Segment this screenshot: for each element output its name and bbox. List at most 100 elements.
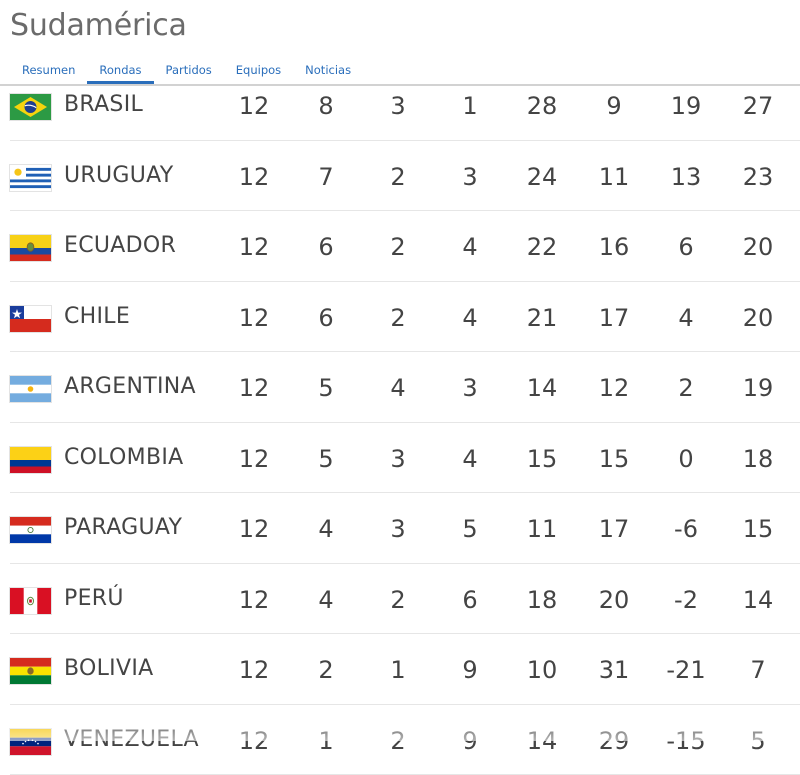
played-cell: 12: [224, 515, 284, 543]
losses-cell: 1: [440, 92, 500, 120]
table-row[interactable]: BOLIVIA 12 2 1 9 10 31 -21 7: [10, 634, 800, 705]
losses-cell: 4: [440, 304, 500, 332]
points-cell: 18: [728, 445, 788, 473]
wins-cell: 5: [296, 445, 356, 473]
table-row[interactable]: VENEZUELA 12 1 2 9 14 29 -15 5: [10, 705, 800, 775]
wins-cell: 7: [296, 163, 356, 191]
team-name: PARAGUAY: [64, 515, 182, 540]
points-cell: 14: [728, 586, 788, 614]
goals-against-cell: 17: [584, 304, 644, 332]
team-name: ARGENTINA: [64, 374, 196, 399]
header-divider: [0, 84, 800, 86]
points-cell: 19: [728, 374, 788, 402]
bolivia-flag-icon: [10, 658, 51, 684]
wins-cell: 2: [296, 656, 356, 684]
goal-difference-cell: 4: [656, 304, 716, 332]
goals-against-cell: 31: [584, 656, 644, 684]
tab-noticias[interactable]: Noticias: [293, 62, 363, 84]
points-cell: 23: [728, 163, 788, 191]
goals-for-cell: 14: [512, 374, 572, 402]
losses-cell: 3: [440, 163, 500, 191]
goals-against-cell: 9: [584, 92, 644, 120]
losses-cell: 9: [440, 656, 500, 684]
points-cell: 15: [728, 515, 788, 543]
played-cell: 12: [224, 374, 284, 402]
tab-partidos[interactable]: Partidos: [154, 62, 224, 84]
tab-rondas[interactable]: Rondas: [87, 62, 153, 84]
played-cell: 12: [224, 656, 284, 684]
goals-against-cell: 15: [584, 445, 644, 473]
brazil-flag-icon: [10, 94, 51, 120]
goals-for-cell: 28: [512, 92, 572, 120]
tab-resumen[interactable]: Resumen: [10, 62, 87, 84]
points-cell: 20: [728, 304, 788, 332]
page-header: Sudamérica Resumen Rondas Partidos Equip…: [0, 0, 800, 88]
played-cell: 12: [224, 586, 284, 614]
table-row[interactable]: URUGUAY 12 7 2 3 24 11 13 23: [10, 141, 800, 212]
goals-against-cell: 11: [584, 163, 644, 191]
argentina-flag-icon: [10, 376, 51, 402]
losses-cell: 6: [440, 586, 500, 614]
draws-cell: 2: [368, 233, 428, 261]
goal-difference-cell: -21: [656, 656, 716, 684]
points-cell: 27: [728, 92, 788, 120]
uruguay-flag-icon: [10, 165, 51, 191]
points-cell: 20: [728, 233, 788, 261]
table-row[interactable]: PARAGUAY 12 4 3 5 11 17 -6 15: [10, 493, 800, 564]
draws-cell: 1: [368, 656, 428, 684]
team-name: URUGUAY: [64, 163, 174, 188]
draws-cell: 2: [368, 163, 428, 191]
goal-difference-cell: -6: [656, 515, 716, 543]
table-row[interactable]: ECUADOR 12 6 2 4 22 16 6 20: [10, 211, 800, 282]
goals-against-cell: 20: [584, 586, 644, 614]
goals-against-cell: 12: [584, 374, 644, 402]
goals-for-cell: 18: [512, 586, 572, 614]
goals-against-cell: 16: [584, 233, 644, 261]
ecuador-flag-icon: [10, 235, 51, 261]
table-row[interactable]: ARGENTINA 12 5 4 3 14 12 2 19: [10, 352, 800, 423]
draws-cell: 4: [368, 374, 428, 402]
played-cell: 12: [224, 163, 284, 191]
wins-cell: 8: [296, 92, 356, 120]
goal-difference-cell: 6: [656, 233, 716, 261]
goals-against-cell: 17: [584, 515, 644, 543]
team-name: ECUADOR: [64, 233, 176, 258]
played-cell: 12: [224, 445, 284, 473]
peru-flag-icon: [10, 588, 51, 614]
goal-difference-cell: -2: [656, 586, 716, 614]
wins-cell: 4: [296, 515, 356, 543]
draws-cell: 3: [368, 92, 428, 120]
venezuela-flag-icon: [10, 729, 51, 755]
goals-for-cell: 24: [512, 163, 572, 191]
tab-equipos[interactable]: Equipos: [224, 62, 293, 84]
paraguay-flag-icon: [10, 517, 51, 543]
team-name: COLOMBIA: [64, 445, 183, 470]
table-row[interactable]: CHILE 12 6 2 4 21 17 4 20: [10, 282, 800, 353]
goals-for-cell: 11: [512, 515, 572, 543]
played-cell: 12: [224, 304, 284, 332]
draws-cell: 2: [368, 586, 428, 614]
played-cell: 12: [224, 233, 284, 261]
draws-cell: 3: [368, 515, 428, 543]
draws-cell: 3: [368, 445, 428, 473]
table-row[interactable]: COLOMBIA 12 5 3 4 15 15 0 18: [10, 423, 800, 494]
goal-difference-cell: 19: [656, 92, 716, 120]
goals-for-cell: 22: [512, 233, 572, 261]
points-cell: 7: [728, 656, 788, 684]
goals-for-cell: 21: [512, 304, 572, 332]
losses-cell: 4: [440, 445, 500, 473]
losses-cell: 5: [440, 515, 500, 543]
goals-for-cell: 10: [512, 656, 572, 684]
team-name: BRASIL: [64, 92, 143, 117]
chile-flag-icon: [10, 306, 51, 332]
wins-cell: 4: [296, 586, 356, 614]
draws-cell: 2: [368, 304, 428, 332]
wins-cell: 5: [296, 374, 356, 402]
goals-for-cell: 15: [512, 445, 572, 473]
page-title: Sudamérica: [10, 8, 187, 43]
team-name: CHILE: [64, 304, 130, 329]
team-name: BOLIVIA: [64, 656, 153, 681]
table-row[interactable]: PERÚ 12 4 2 6 18 20 -2 14: [10, 564, 800, 635]
wins-cell: 6: [296, 233, 356, 261]
goal-difference-cell: 0: [656, 445, 716, 473]
